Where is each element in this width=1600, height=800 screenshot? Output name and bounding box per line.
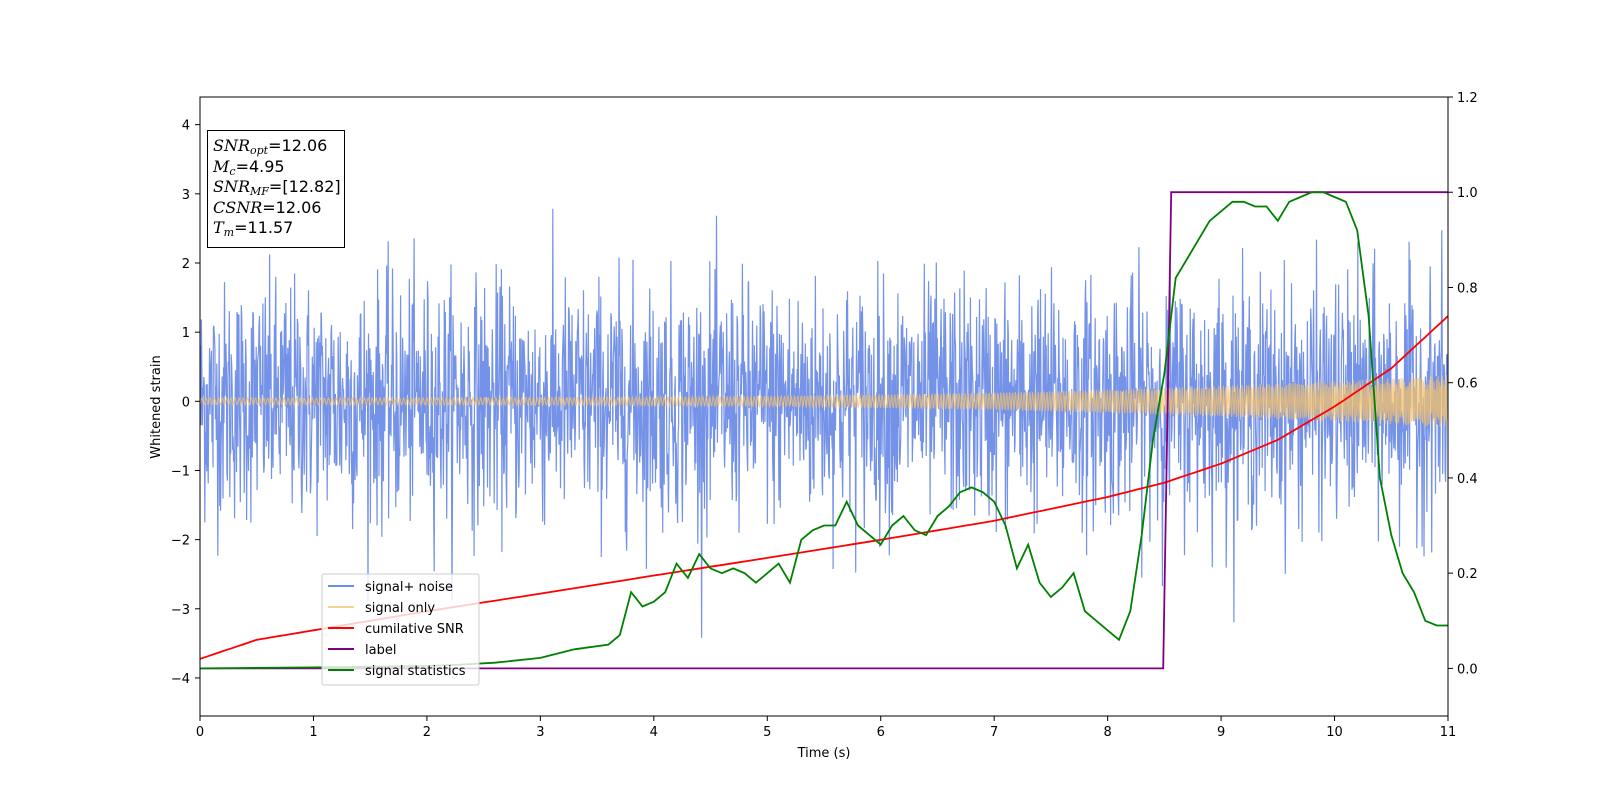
series-signal-noise [200, 208, 1448, 638]
x-tick-label: 4 [650, 725, 658, 740]
legend-box [321, 573, 480, 686]
chirp-mass-symbol: M [213, 156, 230, 176]
x-tick-label: 2 [423, 725, 431, 740]
y-left-tick-label: −1 [171, 464, 190, 479]
y-left-tick-label: −2 [171, 534, 190, 549]
x-tick-label: 9 [1217, 725, 1225, 740]
x-axis-label: Time (s) [797, 746, 851, 761]
x-tick-label: 10 [1326, 725, 1343, 740]
merger-time-value: =11.57 [234, 218, 294, 237]
y-left-tick-label: 1 [182, 326, 190, 341]
snr-mf-subscript: MF [250, 185, 269, 198]
chirp-mass-value: =4.95 [235, 156, 285, 176]
chirp-mass-line: Mc=4.95 [213, 157, 344, 178]
legend-label: cumilative SNR [365, 622, 464, 637]
snr-opt-value: =12.06 [268, 136, 328, 155]
y-right-tick-label: 0.2 [1457, 567, 1478, 582]
snr-opt-symbol: SNR [213, 136, 251, 155]
snr-mf-value: =[12.82] [268, 177, 341, 196]
legend-label: signal statistics [365, 664, 466, 679]
csnr-value: =12.06 [262, 197, 322, 217]
y-left-tick-label: 4 [182, 119, 190, 134]
y-right-tick-label: 0.4 [1457, 472, 1478, 487]
x-tick-label: 6 [877, 725, 885, 740]
y-right-tick-label: 0.8 [1457, 281, 1478, 296]
snr-opt-line: SNRopt=12.06 [213, 136, 344, 157]
x-tick-label: 7 [990, 725, 998, 740]
csnr-line: CSNR=12.06 [213, 198, 344, 219]
x-tick-label: 0 [196, 725, 204, 740]
legend-label: label [365, 643, 396, 658]
y-left-tick-label: 0 [182, 395, 190, 410]
snr-info-box: SNRopt=12.06 Mc=4.95 SNRMF=[12.82] CSNR=… [207, 130, 345, 248]
x-tick-label: 1 [309, 725, 317, 740]
y-axis-label: Whitened strain [149, 355, 164, 458]
series-signal-statistics [200, 191, 1448, 670]
y-left-tick-label: 3 [182, 188, 190, 203]
x-tick-label: 11 [1440, 725, 1457, 740]
chirp-mass-subscript: c [229, 164, 236, 178]
plot-frame [199, 96, 1449, 717]
snr-mf-symbol: SNR [213, 177, 251, 196]
snr-mf-line: SNRMF=[12.82] [213, 177, 344, 198]
merger-time-line: Tm=11.57 [213, 218, 344, 239]
y-right-tick-label: 1.0 [1457, 186, 1478, 201]
merger-time-symbol: T [213, 218, 224, 237]
y-right-tick-label: 0.6 [1457, 377, 1478, 392]
legend: signal+ noise signal only cumilative SNR la… [321, 573, 480, 686]
x-tick-label: 3 [536, 725, 544, 740]
series-signal-only [200, 375, 1448, 428]
legend-label: signal only [365, 601, 435, 616]
merger-time-subscript: m [223, 226, 235, 239]
y-right-tick-label: 1.2 [1457, 91, 1478, 106]
x-tick-label: 5 [763, 725, 771, 740]
csnr-symbol: CSNR [213, 197, 263, 217]
y-left-tick-label: −4 [171, 672, 190, 687]
legend-label: signal+ noise [365, 580, 453, 595]
y-left-tick-label: −3 [171, 603, 190, 618]
y-left-tick-label: 2 [182, 257, 190, 272]
y-right-tick-label: 0.0 [1457, 662, 1478, 677]
snr-opt-subscript: opt [250, 144, 269, 157]
x-tick-label: 8 [1103, 725, 1111, 740]
